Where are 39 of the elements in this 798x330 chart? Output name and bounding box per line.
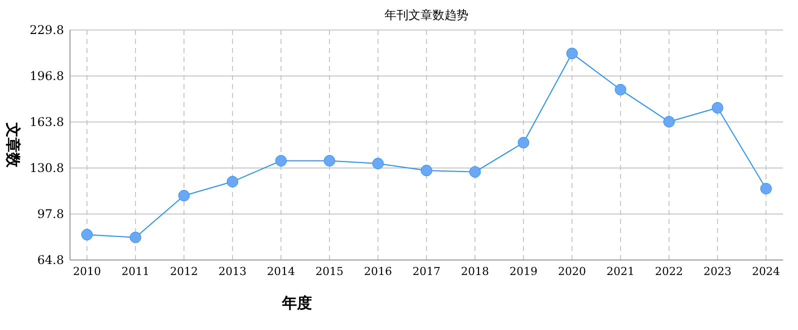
point	[566, 48, 578, 60]
y-tick-label: 97.8	[37, 207, 64, 222]
x-tick-label: 2024	[752, 265, 780, 278]
chart-title: 年刊文章数趋势	[384, 8, 468, 22]
x-tick-label: 2023	[704, 265, 732, 278]
y-tick-label: 64.8	[37, 253, 64, 268]
x-tick-label: 2011	[121, 265, 150, 278]
x-tick-label: 2015	[315, 265, 344, 278]
point	[663, 116, 675, 128]
point	[178, 190, 190, 202]
x-tick-label: 2014	[266, 265, 295, 278]
point	[614, 84, 626, 96]
point	[420, 164, 432, 176]
x-tick-label: 2012	[170, 265, 198, 278]
y-tick-label: 130.8	[30, 161, 64, 176]
y-tick-label: 229.8	[30, 23, 64, 38]
x-tick-label: 2019	[510, 265, 538, 278]
point	[324, 155, 336, 166]
point	[469, 166, 481, 178]
x-tick-label: 2010	[72, 265, 101, 278]
x-tick-label: 2018	[461, 265, 490, 278]
point	[275, 155, 287, 166]
x-tick-label: 2021	[606, 265, 635, 278]
point	[518, 136, 530, 148]
x-tick-label: 2022	[655, 265, 684, 278]
y-tick-label: 196.8	[30, 69, 64, 84]
y-tick-label: 163.8	[30, 115, 64, 130]
point	[760, 182, 772, 194]
point	[226, 176, 238, 188]
point	[712, 102, 724, 114]
x-tick-label: 2013	[218, 265, 246, 278]
y-axis-title: 文章数	[4, 122, 22, 168]
point	[372, 158, 384, 170]
x-tick-label: 2016	[364, 265, 392, 278]
x-axis-title: 年度	[281, 294, 312, 312]
point	[81, 228, 93, 240]
x-tick-label: 2017	[412, 265, 440, 278]
point	[130, 232, 142, 244]
x-tick-label: 2020	[558, 265, 586, 278]
